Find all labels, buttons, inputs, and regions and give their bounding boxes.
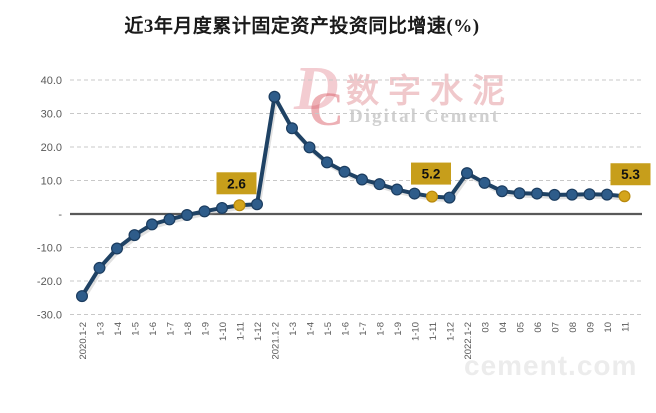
watermark-url-text: cement.com (464, 350, 638, 381)
x-tick-label: 1-10 (218, 322, 229, 341)
x-tick-label: 10 (603, 322, 614, 333)
data-point (408, 187, 421, 200)
x-tick-label: 08 (568, 322, 579, 333)
x-tick-label: 05 (516, 322, 527, 333)
x-tick-label: 1-5 (323, 322, 334, 336)
callout-box (411, 162, 451, 185)
data-point (321, 156, 334, 169)
callout-box (216, 172, 257, 195)
x-tick-label: 1-8 (183, 322, 194, 336)
data-point (373, 178, 386, 191)
callout-value: 5.2 (422, 167, 441, 182)
data-point-highlighted (618, 190, 631, 203)
x-tick-label: 2021.1-2 (271, 322, 282, 360)
x-tick-label: 1-6 (341, 322, 352, 336)
x-tick-label: 11 (621, 322, 632, 332)
data-point (513, 187, 526, 200)
chart-title: 近3年月度累计固定资产投资同比增速(%) (124, 16, 480, 37)
x-tick-label: 07 (551, 322, 562, 333)
data-line-shadow (81, 97, 627, 300)
x-tick-label: 1-8 (376, 322, 387, 336)
y-tick-label: -30.0 (37, 310, 62, 322)
x-tick-label: 1-3 (288, 322, 299, 336)
data-point (75, 290, 88, 303)
x-tick-label: 1-7 (358, 322, 369, 336)
data-point (356, 173, 369, 186)
x-tick-label: 1-11 (236, 322, 247, 340)
x-tick-label: 1-4 (306, 322, 317, 336)
data-point (181, 209, 194, 222)
x-tick-label: 2022.1-2 (463, 322, 474, 360)
x-tick-label: 1-9 (201, 322, 212, 336)
x-tick-label: 1-7 (166, 322, 177, 336)
x-tick-label: 1-10 (411, 322, 422, 341)
x-tick-label: 2020.1-2 (78, 322, 89, 360)
y-tick-label: 10.0 (41, 176, 62, 188)
data-point (198, 205, 211, 218)
data-point (110, 242, 123, 255)
x-tick-label: 1-3 (96, 322, 107, 336)
y-tick-label: 20.0 (41, 142, 62, 154)
data-point (565, 188, 578, 201)
watermark-english-text: Digital Cement (349, 106, 500, 127)
y-tick-label: -20.0 (37, 276, 62, 288)
x-tick-label: 1-11 (428, 322, 439, 340)
data-point (251, 198, 264, 211)
x-tick-label: 1-4 (113, 322, 124, 336)
callout-value: 5.3 (621, 167, 640, 182)
y-tick-label: 40.0 (41, 75, 62, 87)
data-point (286, 122, 299, 135)
x-tick-label: 1-9 (393, 322, 404, 336)
data-point (268, 90, 281, 103)
data-point (600, 188, 613, 201)
x-tick-label: 04 (498, 322, 509, 333)
x-tick-label: 1-5 (131, 322, 142, 336)
callout-box (610, 163, 651, 186)
data-point (496, 185, 509, 198)
watermark-logo-c: C (309, 83, 344, 136)
x-tick-label: 1-12 (446, 322, 457, 341)
data-point (461, 167, 474, 180)
data-point (338, 165, 351, 178)
data-point (93, 261, 106, 274)
data-point-highlighted (233, 199, 246, 212)
data-point (548, 188, 561, 201)
data-point (478, 176, 491, 189)
watermark-logo-d: D (294, 55, 339, 123)
data-point (163, 213, 176, 226)
data-point-highlighted (426, 190, 439, 203)
data-point (530, 187, 543, 200)
y-tick-label: - (58, 209, 62, 221)
x-tick-label: 09 (586, 322, 597, 333)
x-tick-label: 1-6 (148, 322, 159, 336)
data-point (146, 218, 159, 231)
data-point (583, 188, 596, 201)
data-point (216, 201, 229, 214)
x-tick-label: 03 (481, 322, 492, 333)
callout-value: 2.6 (227, 176, 246, 191)
y-tick-label: -10.0 (37, 243, 62, 255)
y-tick-label: 30.0 (41, 109, 62, 121)
data-point (128, 229, 141, 242)
data-point (443, 191, 456, 204)
x-tick-label: 06 (533, 322, 544, 333)
data-point (303, 141, 316, 154)
data-point (391, 183, 404, 196)
x-tick-label: 1-12 (253, 322, 264, 341)
